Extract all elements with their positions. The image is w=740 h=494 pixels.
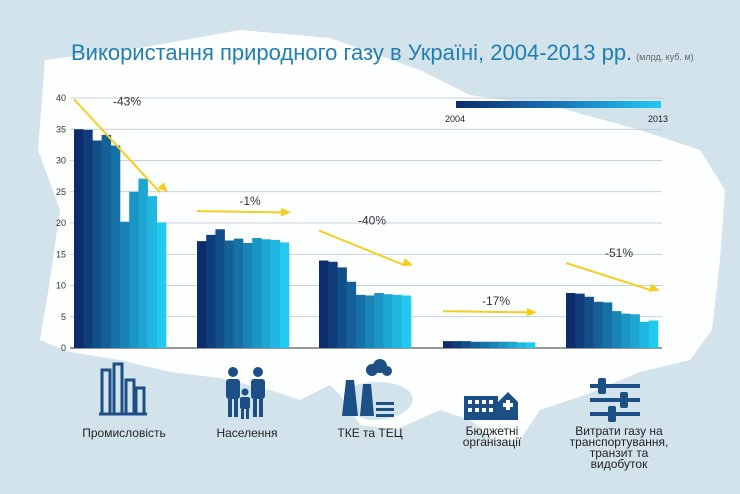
bar bbox=[392, 294, 403, 348]
y-tick-label: 30 bbox=[56, 156, 66, 166]
category-label-transport: Витрати газу на транспортування, транзит… bbox=[569, 424, 669, 471]
bar bbox=[461, 341, 471, 348]
bar bbox=[147, 196, 158, 348]
bar bbox=[525, 342, 536, 348]
category-label-budget-orgs: Бюджетні організації bbox=[462, 424, 522, 449]
category-label-heat-power: ТКЕ та ТЕЦ bbox=[337, 426, 403, 440]
bar bbox=[156, 222, 167, 348]
legend-gradient-bar bbox=[456, 101, 661, 108]
trend-arrow-line bbox=[73, 98, 161, 194]
bar bbox=[243, 243, 253, 348]
y-tick-label: 25 bbox=[56, 187, 66, 197]
bar bbox=[355, 294, 366, 348]
change-label: -43% bbox=[113, 94, 141, 108]
bar bbox=[138, 178, 148, 348]
bar bbox=[507, 341, 517, 348]
bar bbox=[374, 293, 384, 348]
y-tick-label: 0 bbox=[61, 343, 66, 353]
bar bbox=[110, 145, 121, 348]
family-icon bbox=[226, 367, 265, 419]
y-tick-label: 5 bbox=[61, 312, 66, 322]
trend-arrow-line bbox=[196, 210, 284, 214]
legend-end-label: 2013 bbox=[648, 114, 669, 124]
trend-arrow-head bbox=[649, 283, 660, 292]
bar bbox=[443, 341, 453, 348]
bar bbox=[401, 295, 412, 348]
chart-title: Використання природного газу в Україні, … bbox=[71, 40, 694, 66]
y-tick-label: 20 bbox=[56, 218, 66, 228]
chart-subtitle: (млрд. куб. м) bbox=[636, 52, 694, 62]
bar bbox=[92, 140, 102, 348]
bar bbox=[470, 341, 481, 348]
bar bbox=[630, 314, 640, 348]
change-label: -1% bbox=[239, 194, 261, 208]
trend-arrow-head bbox=[280, 207, 291, 217]
bar bbox=[83, 129, 93, 348]
bar bbox=[337, 267, 347, 348]
change-label: -40% bbox=[358, 214, 386, 228]
bar bbox=[452, 341, 462, 348]
legend-start-label: 2004 bbox=[445, 114, 466, 124]
bar bbox=[215, 229, 225, 348]
bar bbox=[206, 234, 216, 348]
bar bbox=[575, 293, 585, 348]
bar bbox=[584, 296, 594, 348]
bar bbox=[120, 221, 130, 348]
change-label: -51% bbox=[605, 246, 633, 260]
bar bbox=[224, 240, 235, 348]
trend-arrow-line bbox=[318, 229, 406, 267]
y-tick-label: 10 bbox=[56, 281, 66, 291]
bar bbox=[383, 294, 393, 348]
bar bbox=[129, 191, 139, 348]
pipeline-icon bbox=[590, 378, 640, 422]
category-label-population: Населення bbox=[216, 426, 278, 440]
bar bbox=[252, 238, 262, 348]
bar bbox=[270, 239, 281, 348]
chart-title-text: Використання природного газу в Україні, … bbox=[71, 40, 633, 65]
bar bbox=[602, 302, 613, 348]
category-label-industry: Промисловість bbox=[82, 426, 166, 440]
public-building-icon bbox=[464, 392, 518, 420]
bar bbox=[639, 321, 650, 348]
change-label: -17% bbox=[482, 294, 510, 308]
bar bbox=[319, 260, 329, 348]
bar bbox=[279, 242, 290, 348]
bar bbox=[593, 301, 604, 348]
bar bbox=[612, 311, 622, 348]
y-tick-label: 40 bbox=[56, 93, 66, 103]
bar bbox=[328, 261, 338, 348]
bar bbox=[498, 341, 508, 348]
bar bbox=[197, 241, 207, 348]
bar bbox=[261, 239, 271, 348]
bar bbox=[101, 134, 112, 348]
bar bbox=[479, 341, 490, 348]
bar bbox=[346, 281, 357, 348]
bar bbox=[233, 238, 244, 348]
y-tick-label: 35 bbox=[56, 124, 66, 134]
bar bbox=[489, 341, 499, 348]
trend-arrow-head bbox=[526, 307, 537, 317]
trend-arrow-head bbox=[402, 257, 413, 266]
bar bbox=[74, 129, 84, 348]
bar bbox=[648, 320, 659, 348]
power-plant-icon bbox=[342, 359, 394, 417]
y-tick-label: 15 bbox=[56, 249, 66, 259]
trend-arrow-head bbox=[157, 182, 168, 193]
bar bbox=[365, 295, 375, 348]
bar bbox=[516, 342, 527, 348]
factory-icon bbox=[99, 362, 147, 416]
bar bbox=[566, 293, 576, 348]
trend-arrow-line bbox=[565, 262, 653, 292]
bar bbox=[621, 313, 631, 348]
trend-arrow-line bbox=[442, 310, 530, 314]
